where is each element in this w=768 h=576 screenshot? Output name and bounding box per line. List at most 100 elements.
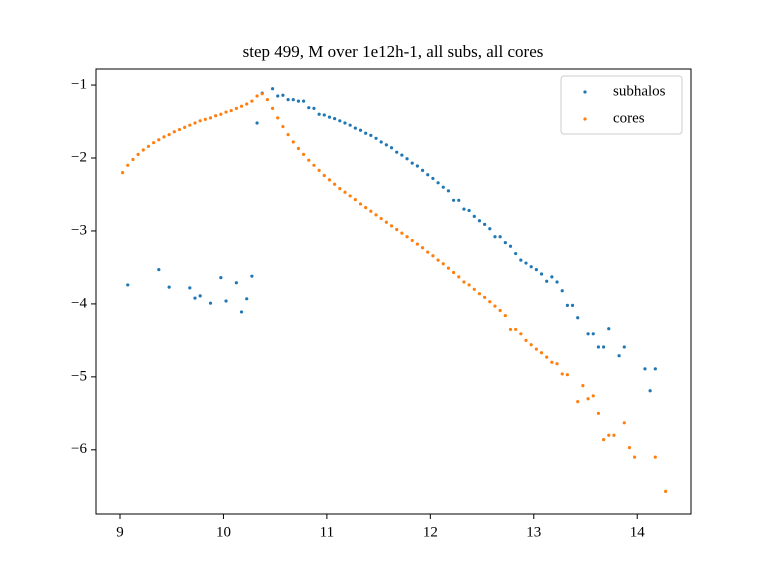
point xyxy=(415,242,419,246)
point xyxy=(451,198,456,202)
point xyxy=(415,164,419,168)
point xyxy=(653,455,657,459)
point xyxy=(369,209,373,213)
point xyxy=(426,250,430,254)
point xyxy=(183,125,187,129)
point xyxy=(167,133,171,137)
point xyxy=(188,123,192,127)
point xyxy=(214,114,218,118)
point xyxy=(141,148,145,152)
y-tick-label: −1 xyxy=(71,76,87,92)
point xyxy=(379,140,383,144)
point xyxy=(591,394,595,398)
point xyxy=(426,173,430,177)
chart-title: step 499, M over 1e12h-1, all subs, all … xyxy=(243,42,544,61)
point xyxy=(514,251,518,256)
point xyxy=(550,275,554,279)
point xyxy=(369,133,373,137)
y-tick-label: −6 xyxy=(71,441,87,457)
point xyxy=(333,117,337,121)
point xyxy=(395,227,399,232)
point xyxy=(576,316,580,320)
x-tick-label: 11 xyxy=(320,524,334,540)
point xyxy=(291,140,295,144)
point xyxy=(534,268,538,272)
point xyxy=(524,261,528,265)
point xyxy=(436,181,440,185)
point xyxy=(374,213,378,217)
point xyxy=(410,238,414,243)
point xyxy=(146,144,151,148)
point xyxy=(596,345,601,349)
point xyxy=(208,116,213,120)
point xyxy=(503,313,507,318)
point xyxy=(239,310,244,314)
point xyxy=(162,135,166,139)
point xyxy=(136,152,140,156)
point xyxy=(193,296,197,300)
point xyxy=(348,123,352,127)
point xyxy=(358,128,363,132)
point xyxy=(607,433,611,437)
point xyxy=(529,343,533,347)
point xyxy=(508,244,513,248)
point xyxy=(203,117,207,121)
point xyxy=(353,126,357,130)
point xyxy=(607,327,611,331)
point xyxy=(208,301,213,305)
point xyxy=(219,276,223,280)
point xyxy=(286,133,290,137)
point xyxy=(120,170,125,175)
legend-marker xyxy=(583,117,587,121)
point xyxy=(291,98,295,102)
point xyxy=(364,131,368,135)
point xyxy=(177,127,182,132)
point xyxy=(431,254,435,258)
point xyxy=(483,295,487,299)
point xyxy=(405,157,409,161)
point xyxy=(270,106,275,110)
point xyxy=(358,202,363,206)
point xyxy=(239,104,244,108)
point xyxy=(364,206,368,210)
point xyxy=(322,173,326,178)
point xyxy=(229,108,233,113)
point xyxy=(255,94,259,98)
point xyxy=(617,354,621,358)
point xyxy=(224,110,228,114)
point xyxy=(601,345,606,349)
legend-box xyxy=(560,75,683,135)
point xyxy=(281,125,285,129)
point xyxy=(302,99,306,103)
point xyxy=(653,367,657,371)
point xyxy=(400,231,404,235)
point xyxy=(276,116,280,120)
point xyxy=(591,332,595,336)
point xyxy=(472,287,476,291)
point xyxy=(586,397,590,401)
point xyxy=(255,121,259,125)
point xyxy=(545,279,549,283)
point xyxy=(601,437,606,442)
point xyxy=(198,294,202,298)
point xyxy=(570,303,575,307)
point xyxy=(333,182,337,186)
point xyxy=(560,289,564,293)
point xyxy=(560,372,564,376)
point xyxy=(581,384,585,388)
point xyxy=(441,185,445,189)
point xyxy=(420,246,425,250)
point xyxy=(219,112,223,116)
y-tick-label: −4 xyxy=(71,295,87,311)
point xyxy=(126,283,130,287)
point xyxy=(338,119,342,123)
point xyxy=(576,400,580,404)
point xyxy=(498,308,502,313)
plot-frame xyxy=(95,68,692,515)
x-tick-label: 14 xyxy=(630,524,646,540)
point xyxy=(555,362,559,366)
point xyxy=(483,222,487,226)
point xyxy=(586,332,590,336)
legend-label: subhalos xyxy=(613,83,666,99)
point xyxy=(307,106,311,110)
